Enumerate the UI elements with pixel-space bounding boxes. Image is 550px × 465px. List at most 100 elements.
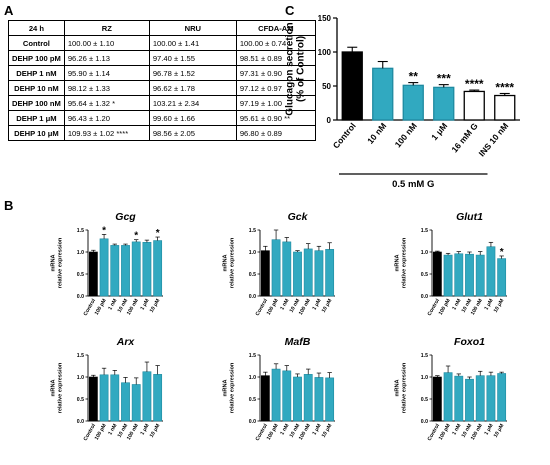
- x-tick-label: 1 nM: [107, 298, 118, 311]
- chart-title-glut1: Glut1: [456, 211, 483, 223]
- bar-c: [341, 51, 363, 121]
- x-tick-label: Control: [331, 121, 358, 151]
- y-tick-label: 0.5: [421, 272, 428, 278]
- y-tick-label: 1.5: [77, 353, 84, 359]
- x-tick-label: 10 μM: [493, 423, 506, 439]
- y-tick-label: 1.5: [421, 353, 428, 359]
- x-tick-label: 16 mM G: [449, 121, 480, 155]
- y-tick-label: 0.0: [77, 419, 84, 425]
- group-label: 0.5 mM G: [392, 179, 434, 190]
- table-row: DEHP 10 nM 98.12 ± 1.33 96.62 ± 1.78 97.…: [8, 80, 316, 96]
- bar-gck: [260, 250, 270, 297]
- y-axis-label-foxo1: relative expression: [402, 362, 408, 413]
- bar-glut1: [465, 253, 474, 297]
- y-axis-label-c: Glucagon secretion: [285, 22, 296, 115]
- bar-gcg: [153, 240, 163, 297]
- chart-title-foxo1: Foxo1: [454, 336, 485, 348]
- bar-gck: [282, 241, 292, 297]
- y-tick-label: 0.0: [77, 294, 84, 300]
- bar-gck: [325, 249, 335, 297]
- bar-gcg: [110, 245, 120, 297]
- y-tick-label: 1.5: [421, 228, 428, 234]
- y-tick-label: 1.0: [249, 375, 256, 381]
- bar-gcg: [131, 241, 141, 297]
- bar-mafb: [303, 374, 313, 422]
- y-axis-label-gcg: mRNA: [51, 254, 57, 271]
- bar-c: [402, 84, 424, 121]
- bar-arx: [88, 376, 98, 422]
- significance-marker: *: [500, 247, 504, 258]
- bar-c: [433, 86, 455, 121]
- bar-foxo1: [454, 375, 464, 422]
- table-row: DEHP 100 pM 96.26 ± 1.13 97.40 ± 1.55 98…: [8, 50, 316, 66]
- y-tick-label: 1.5: [249, 228, 256, 234]
- x-tick-label: 10 nM: [365, 121, 388, 146]
- viability-table: 24 h RZ NRU CFDA-AM Control 100.00 ± 1.1…: [8, 20, 316, 141]
- y-tick-label: 1.5: [249, 353, 256, 359]
- bar-gck: [303, 248, 313, 297]
- chart-title-arx: Arx: [116, 336, 136, 348]
- x-tick-label: 1 μM: [140, 423, 151, 436]
- bar-foxo1: [486, 375, 496, 422]
- bar-c: [372, 67, 394, 121]
- significance-marker: ****: [495, 80, 514, 94]
- bar-mafb: [314, 377, 324, 422]
- x-tick-label: 100 nM: [393, 121, 419, 150]
- x-tick-label: 1 nM: [451, 423, 462, 436]
- x-tick-label: 1 μM: [429, 121, 449, 142]
- bar-gcg: [142, 242, 152, 297]
- bar-glut1: [497, 258, 507, 297]
- x-tick-label: 1 μM: [140, 298, 151, 311]
- bar-gck: [271, 239, 281, 297]
- y-tick-label: 0.5: [77, 272, 84, 278]
- bar-mafb: [325, 377, 335, 422]
- y-axis-label-arx: relative expression: [58, 362, 64, 413]
- bar-glut1: [454, 253, 464, 297]
- y-axis-label-glut1: relative expression: [402, 237, 408, 288]
- bar-gcg: [121, 245, 130, 297]
- bar-arx: [110, 374, 120, 422]
- significance-marker: ****: [465, 77, 484, 91]
- x-tick-label: 1 nM: [279, 298, 290, 311]
- chart-title-gck: Gck: [288, 211, 309, 223]
- y-tick-label: 1.0: [421, 250, 428, 256]
- significance-marker: **: [409, 70, 419, 84]
- y-tick-label: 100: [318, 48, 332, 57]
- bar-c: [494, 94, 516, 121]
- x-tick-label: 10 μM: [493, 298, 506, 314]
- table-row: DEHP 1 nM 95.90 ± 1.14 96.78 ± 1.52 97.3…: [8, 65, 316, 81]
- bar-foxo1: [497, 373, 507, 422]
- bar-gcg: [99, 238, 109, 297]
- y-tick-label: 1.5: [77, 228, 84, 234]
- chart-title-gcg: Gcg: [115, 211, 136, 223]
- y-axis-label-arx: mRNA: [51, 379, 57, 396]
- y-axis-label-gck: mRNA: [223, 254, 229, 271]
- bar-foxo1: [443, 372, 453, 422]
- significance-marker: *: [156, 228, 160, 239]
- bar-arx: [131, 384, 141, 422]
- panel-letter-b: B: [4, 198, 14, 213]
- y-axis-label-mafb: mRNA: [223, 379, 229, 396]
- x-tick-label: 10 μM: [321, 298, 334, 314]
- y-tick-label: 50: [322, 82, 331, 91]
- y-axis-label-mafb: relative expression: [230, 362, 236, 413]
- y-tick-label: 0: [327, 116, 332, 125]
- bar-foxo1: [432, 376, 442, 422]
- bar-arx: [153, 374, 163, 422]
- panel-letter-c: C: [285, 3, 295, 18]
- x-tick-label: 10 μM: [321, 423, 334, 439]
- bar-mafb: [293, 376, 302, 422]
- y-axis-label-glut1: mRNA: [395, 254, 401, 271]
- bar-gck: [314, 250, 324, 297]
- y-tick-label: 0.5: [77, 397, 84, 403]
- x-tick-label: 1 μM: [312, 298, 323, 311]
- bar-arx: [121, 382, 130, 422]
- significance-marker: *: [102, 225, 106, 236]
- bar-glut1: [443, 254, 453, 297]
- bar-arx: [99, 374, 109, 422]
- y-tick-label: 0.5: [249, 272, 256, 278]
- x-tick-label: 1 μM: [484, 298, 495, 311]
- bar-gcg: [88, 251, 98, 297]
- y-tick-label: 0.0: [249, 294, 256, 300]
- table-row: DEHP 100 nM 95.64 ± 1.32 * 103.21 ± 2.34…: [8, 95, 316, 111]
